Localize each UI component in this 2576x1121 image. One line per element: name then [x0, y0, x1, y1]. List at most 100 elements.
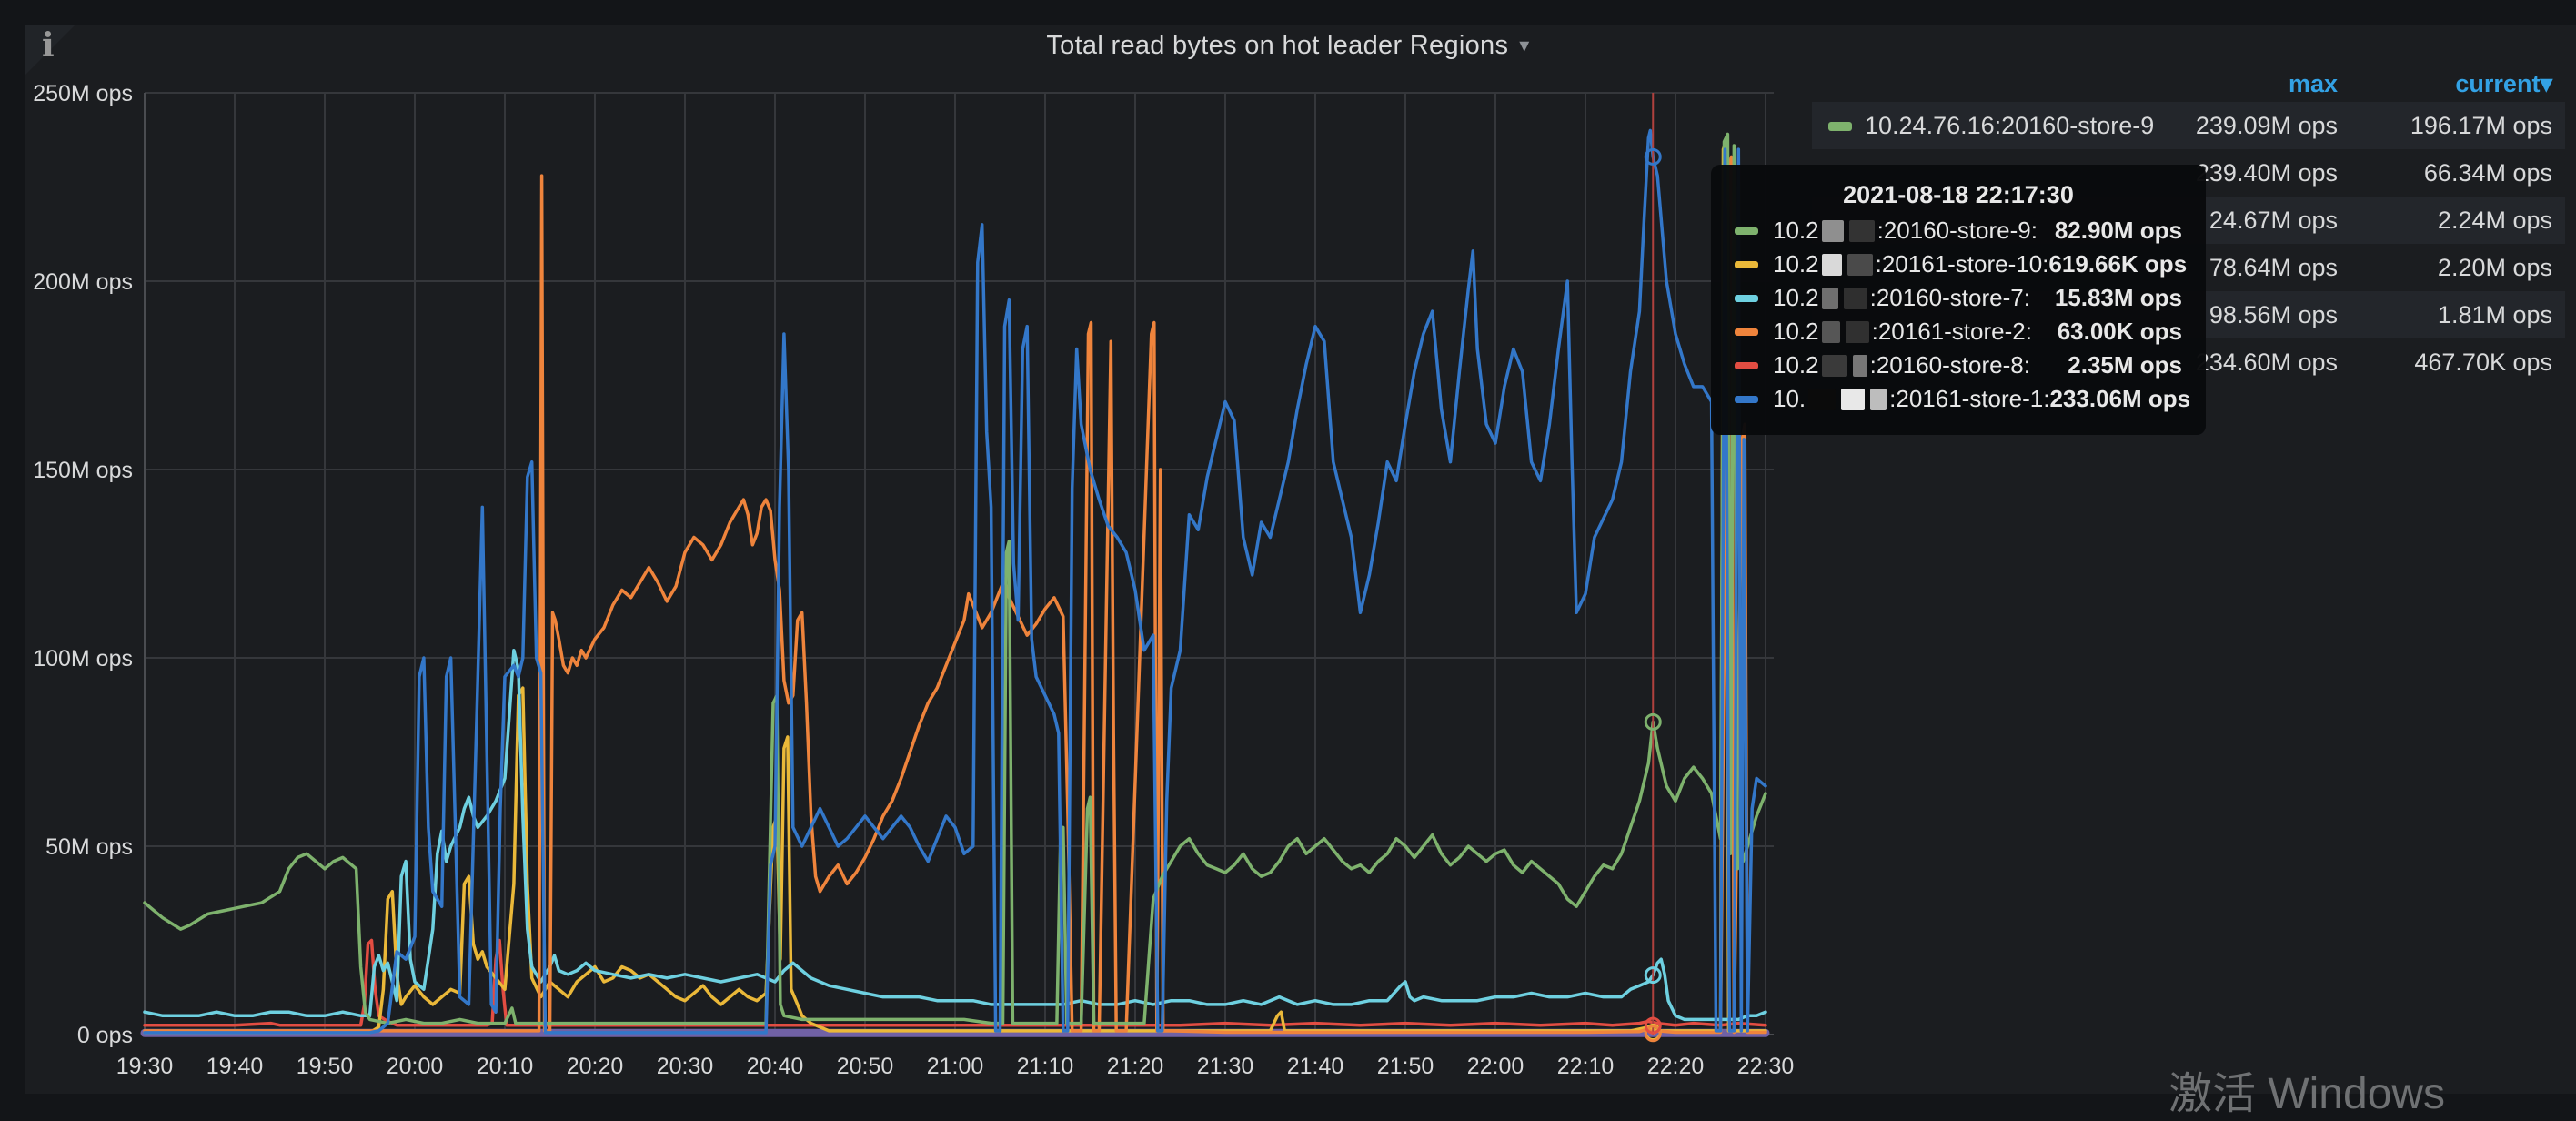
hover-point-20160-store-7: [1644, 966, 1662, 985]
legend-max-value: 98.56M ops: [2209, 300, 2338, 328]
tooltip-series-label: 10.2:20161-store-10:: [1773, 250, 2049, 278]
tooltip-series-marker-icon: [1735, 260, 1758, 268]
tooltip-series-value: 82.90M ops: [2054, 217, 2182, 244]
tooltip-series-value: 2.35M ops: [2068, 351, 2182, 379]
tooltip-series-marker-icon: [1735, 227, 1758, 235]
legend-max-value: 239.09M ops: [2195, 111, 2338, 139]
x-axis-tick-label: 20:00: [387, 1054, 444, 1079]
legend-current-value: 1.81M ops: [2437, 300, 2552, 328]
legend-sort-current[interactable]: current▾: [2455, 69, 2552, 97]
hover-point-20160-store-8: [1644, 1016, 1662, 1035]
tooltip-row-3: 10.2:20161-store-2: 63.00K ops: [1735, 315, 2182, 348]
x-axis-tick-label: 19:30: [116, 1054, 174, 1079]
tooltip-timestamp: 2021-08-18 22:17:30: [1843, 181, 2074, 208]
legend-row-1[interactable]: 239.40M ops 66.34M ops: [1812, 149, 2565, 197]
legend-sort-max[interactable]: max: [2288, 69, 2338, 97]
y-axis-tick-label: 200M ops: [33, 269, 133, 295]
panel-title: Total read bytes on hot leader Regions: [1046, 31, 1509, 60]
series-line-20160-store-7: [143, 648, 1767, 1022]
y-axis-tick-label: 0 ops: [77, 1023, 133, 1048]
x-axis-tick-label: 20:30: [657, 1054, 714, 1079]
tooltip-rows: 10.2:20160-store-9: 82.90M ops 10.2:20161-…: [1735, 214, 2190, 416]
panel-info-icon[interactable]: i: [42, 26, 55, 65]
x-axis-tick-label: 21:30: [1197, 1054, 1254, 1079]
legend-max-value: 24.67M ops: [2209, 206, 2338, 234]
x-axis-tick-label: 20:20: [567, 1054, 624, 1079]
legend-max-value: 239.40M ops: [2195, 158, 2338, 187]
tooltip-series-value: 15.83M ops: [2054, 284, 2182, 311]
hover-point-20161-store-2: [1644, 1025, 1662, 1043]
redaction-block: [1870, 389, 1887, 410]
graph-tooltip: 2021-08-18 22:17:30 10.2:20160-store-9: 8…: [1711, 165, 2206, 435]
hover-point-20161-store-1: [1644, 147, 1662, 166]
x-axis-tick-label: 21:20: [1107, 1054, 1164, 1079]
windows-activation-watermark: 激活 Windows: [2168, 1070, 2446, 1118]
tooltip-series-marker-icon: [1735, 361, 1758, 369]
legend-current-value: 196.17M ops: [2410, 111, 2552, 139]
x-axis-tick-label: 22:10: [1557, 1054, 1615, 1079]
y-axis-tick-label: 100M ops: [33, 646, 133, 672]
redaction-block: [1848, 220, 1875, 242]
sort-caret-icon: ▾: [2540, 69, 2552, 97]
panel-title-caret-icon: ▾: [1519, 34, 1530, 56]
tooltip-series-label: 10.2:20160-store-7:: [1773, 284, 2030, 311]
panel-title-bar[interactable]: Total read bytes on hot leader Regions ▾: [0, 31, 2576, 61]
legend-row-0[interactable]: 10.24.76.16:20160-store-9 239.09M ops 196.…: [1812, 102, 2565, 149]
tooltip-series-marker-icon: [1735, 294, 1758, 302]
redaction-block: [1845, 321, 1869, 343]
x-axis-tick-label: 19:40: [206, 1054, 264, 1079]
tooltip-series-marker-icon: [1735, 395, 1758, 403]
legend-current-value: 66.34M ops: [2423, 158, 2552, 187]
legend-series-swatch-icon: [1828, 122, 1852, 132]
tooltip-row-1: 10.2:20161-store-10: 619.66K ops: [1735, 247, 2187, 281]
x-axis-tick-label: 22:00: [1467, 1054, 1524, 1079]
redaction-block: [1841, 389, 1866, 410]
redaction-block: [1821, 288, 1838, 309]
redaction-block: [1821, 220, 1844, 242]
x-axis-tick-label: 19:50: [297, 1054, 354, 1079]
legend-current-value: 2.20M ops: [2437, 253, 2552, 281]
legend-row-5[interactable]: 234.60M ops 467.70K ops: [1812, 338, 2565, 386]
redaction-block: [1821, 254, 1842, 276]
tooltip-series-value: 233.06M ops: [2049, 385, 2191, 412]
hover-point-20160-store-9: [1644, 712, 1662, 731]
legend-current-value: 2.24M ops: [2437, 206, 2552, 234]
legend-current-value: 467.70K ops: [2414, 348, 2552, 376]
tooltip-series-value: 63.00K ops: [2057, 318, 2182, 345]
x-axis-tick-label: 20:10: [477, 1054, 534, 1079]
x-axis-tick-label: 21:10: [1017, 1054, 1074, 1079]
legend-max-value: 78.64M ops: [2209, 253, 2338, 281]
redaction-block: [1846, 254, 1873, 276]
tooltip-series-label: 10.:20161-store-1:: [1773, 385, 2050, 412]
tooltip-series-label: 10.2:20161-store-2:: [1773, 318, 2032, 345]
panel-corner-triangle: [25, 25, 75, 75]
tooltip-row-2: 10.2:20160-store-7: 15.83M ops: [1735, 281, 2182, 315]
tooltip-series-label: 10.2:20160-store-9:: [1773, 217, 2038, 244]
tooltip-series-value: 619.66K ops: [2048, 250, 2188, 278]
series-line-20160-store-8: [143, 938, 1767, 1027]
redaction-block: [1843, 288, 1867, 309]
tooltip-row-4: 10.2:20160-store-8: 2.35M ops: [1735, 348, 2182, 382]
tooltip-series-label: 10.2:20160-store-8:: [1773, 351, 2030, 379]
x-axis-tick-label: 22:20: [1647, 1054, 1705, 1079]
series-line-20160-store-9: [143, 132, 1767, 1025]
x-axis-tick-label: 20:50: [837, 1054, 894, 1079]
y-axis-tick-label: 50M ops: [45, 834, 133, 860]
series-line-20161-store-2: [143, 155, 1767, 1035]
legend-series-name[interactable]: 10.24.76.16:20160-store-9: [1812, 112, 2156, 140]
y-axis-tick-label: 250M ops: [33, 81, 133, 106]
x-axis-tick-label: 21:50: [1377, 1054, 1434, 1079]
legend-row-3[interactable]: 78.64M ops 2.20M ops: [1812, 244, 2565, 291]
x-axis-tick-label: 21:40: [1287, 1054, 1344, 1079]
timeseries-chart[interactable]: 250M ops 200M ops 150M ops 100M ops 50M ops 0…: [0, 0, 2576, 1094]
redaction-block: [1808, 389, 1836, 410]
x-axis-tick-label: 20:40: [747, 1054, 804, 1079]
x-axis-tick-label: 22:30: [1737, 1054, 1795, 1079]
series-line-20161-store-1: [143, 128, 1767, 1035]
tooltip-series-marker-icon: [1735, 328, 1758, 336]
x-axis-tick-label: 21:00: [927, 1054, 984, 1079]
redaction-block: [1821, 321, 1840, 343]
y-axis-tick-label: 150M ops: [33, 458, 133, 483]
tooltip-row-5: 10.:20161-store-1: 233.06M ops: [1735, 382, 2190, 416]
